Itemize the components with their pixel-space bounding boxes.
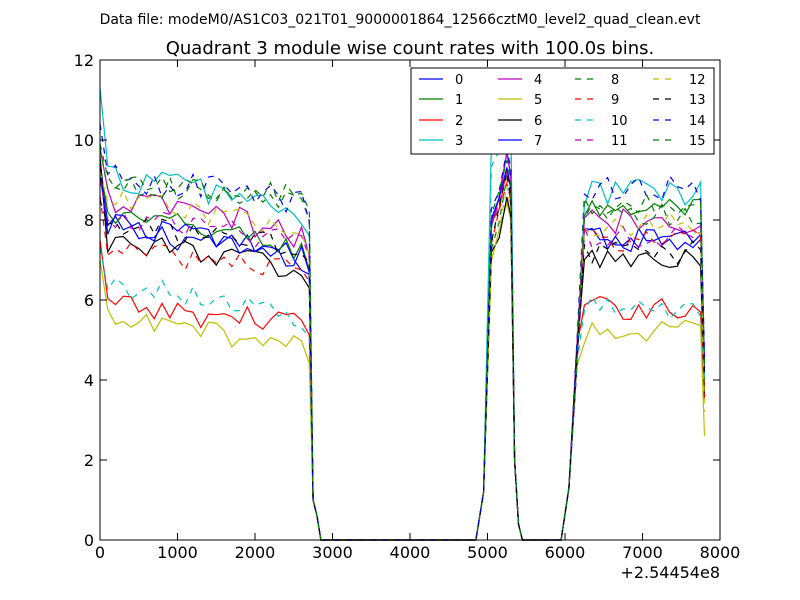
x-offset-label: +2.54454e8: [620, 563, 720, 582]
x-tick-label: 3000: [312, 543, 353, 562]
series-line-15: [99, 143, 706, 541]
legend-label-11: 11: [611, 134, 628, 149]
y-tick-label: 2: [84, 451, 94, 470]
x-tick-label: 4000: [390, 543, 431, 562]
y-tick-label: 8: [84, 211, 94, 230]
y-tick-label: 4: [84, 371, 94, 390]
legend-label-1: 1: [455, 93, 463, 108]
y-tick-label: 0: [84, 531, 94, 550]
legend-label-12: 12: [689, 73, 706, 88]
series-line-14: [99, 123, 706, 541]
series-line-7: [99, 167, 706, 541]
legend-label-2: 2: [455, 114, 463, 129]
x-tick-label: 6000: [545, 543, 586, 562]
legend-label-4: 4: [534, 73, 542, 88]
legend-label-0: 0: [455, 73, 463, 88]
series-line-5: [99, 202, 706, 541]
legend-label-5: 5: [534, 93, 542, 108]
series-line-6: [99, 155, 706, 541]
legend-label-8: 8: [611, 73, 619, 88]
x-tick-label: 2000: [235, 543, 276, 562]
legend-label-10: 10: [611, 114, 628, 129]
axis-ticks: 0 1000 2000 3000 4000 5000 6000 7000 80000246810…: [74, 51, 741, 562]
chart-title: Quadrant 3 module wise count rates with …: [166, 38, 655, 59]
series-line-3: [99, 87, 706, 541]
legend-label-6: 6: [534, 114, 542, 129]
x-tick-label: 0: [95, 543, 105, 562]
x-tick-label: 1000: [157, 543, 198, 562]
legend-label-14: 14: [689, 114, 706, 129]
legend-label-7: 7: [534, 134, 542, 149]
series-line-8: [99, 147, 706, 541]
legend-label-13: 13: [689, 93, 706, 108]
chart-suptitle: Data file: modeM0/AS1C03_021T01_90000018…: [100, 12, 701, 28]
legend-label-15: 15: [689, 134, 706, 149]
y-tick-label: 12: [74, 51, 94, 70]
legend-box: [410, 67, 715, 155]
legend-label-3: 3: [455, 134, 463, 149]
plot-area: [99, 87, 706, 541]
series-line-1: [99, 167, 706, 541]
x-tick-label: 8000: [700, 543, 741, 562]
y-tick-label: 6: [84, 291, 94, 310]
x-tick-label: 5000: [467, 543, 508, 562]
x-tick-label: 7000: [622, 543, 663, 562]
y-tick-label: 10: [74, 131, 94, 150]
legend-label-9: 9: [611, 93, 619, 108]
